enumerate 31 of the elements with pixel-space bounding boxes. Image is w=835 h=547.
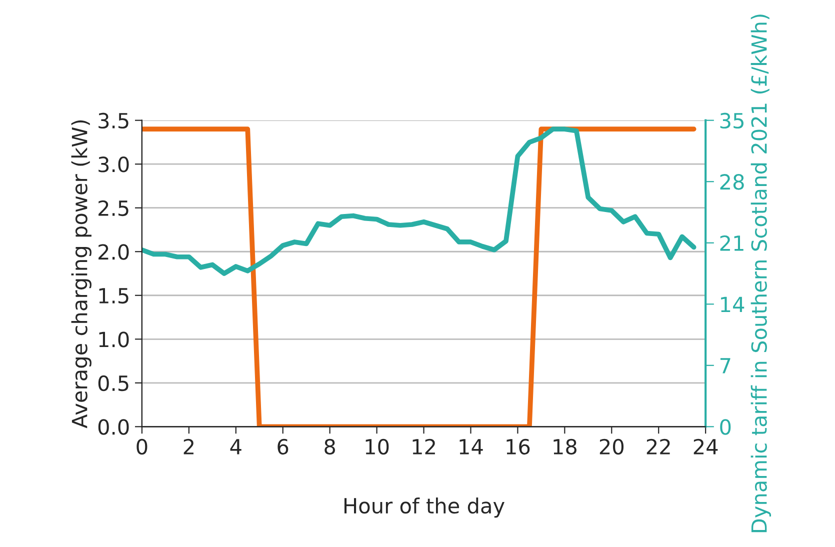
x-tick-label: 24 <box>694 438 718 454</box>
y2-tick-label: 21 <box>720 235 744 251</box>
y2-tick-label: 0 <box>720 419 731 435</box>
line-series <box>142 126 696 276</box>
y2-tick-label: 7 <box>720 358 730 374</box>
x-axis-title: Hour of the day <box>344 498 504 518</box>
x-tick-label: 0 <box>136 438 148 455</box>
x-tick-label: 20 <box>600 438 624 455</box>
y2-axis-title: Dynamic tariff in Southern Scotland 2021 (£/kWh) <box>750 14 771 532</box>
y-tick-label: 1.5 <box>99 288 128 304</box>
x-tick-label: 8 <box>324 438 336 455</box>
x-tick-label: 10 <box>366 438 389 455</box>
x-tick-label: 12 <box>412 438 435 454</box>
y-tick-label: 0.5 <box>98 375 128 392</box>
y-tick-label: 2.0 <box>98 244 129 260</box>
x-tick-label: 16 <box>506 438 530 455</box>
x-tick-label: 6 <box>278 438 288 455</box>
y2-tick-label: 35 <box>720 112 744 129</box>
y-tick-label: 3.0 <box>98 156 129 172</box>
x-tick-label: 18 <box>554 438 576 455</box>
x-tick-label: 2 <box>184 438 194 454</box>
y2-tick-label: 28 <box>720 174 744 190</box>
y2-tick-label: 14 <box>721 296 744 312</box>
x-tick-label: 14 <box>460 439 483 454</box>
y-tick-label: 1.0 <box>99 332 129 348</box>
y-tick-label: 3.5 <box>98 112 128 129</box>
y-tick-label: 2.5 <box>98 200 128 216</box>
y-tick-label: 0.0 <box>98 419 129 435</box>
x-tick-label: 4 <box>230 439 242 454</box>
x-tick-label: 22 <box>646 438 670 454</box>
y-axis-title: Average charging power (kW) <box>71 120 92 428</box>
